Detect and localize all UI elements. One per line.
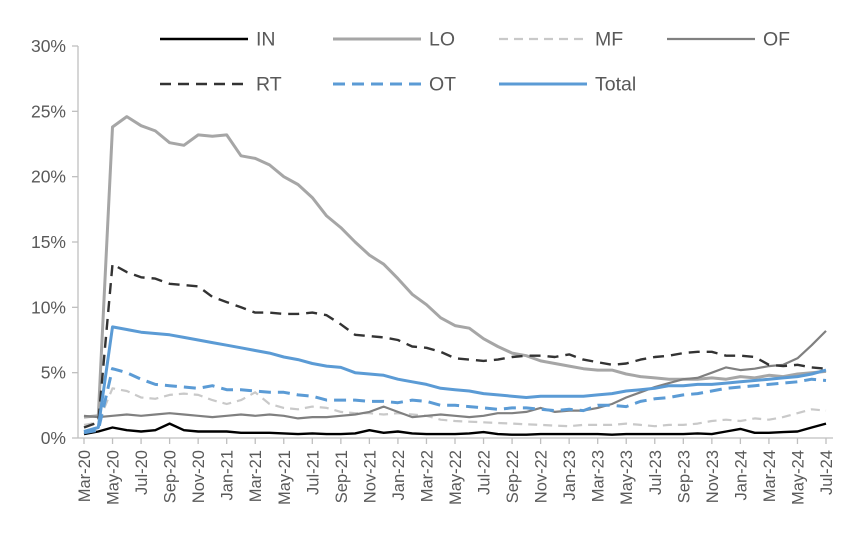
legend-label-RT: RT — [256, 74, 282, 96]
legend-label-Total: Total — [595, 74, 636, 96]
series-line-IN — [83, 422, 827, 436]
x-tick-label: Jan-22 — [390, 450, 408, 500]
x-tick-label: Mar-20 — [76, 450, 94, 502]
y-tick-label: 10% — [31, 297, 66, 317]
x-tick-label: Jan-24 — [732, 450, 750, 500]
x-tick-label: Jan-21 — [219, 450, 237, 500]
x-tick-label: Mar-24 — [761, 450, 779, 502]
legend-item-MF: MF — [499, 29, 623, 51]
y-tick-label: 15% — [31, 232, 66, 252]
x-tick-label: May-24 — [789, 450, 807, 505]
y-tick-label: 25% — [31, 101, 66, 121]
series-line-LO — [83, 115, 827, 419]
x-tick-label: Nov-23 — [704, 450, 722, 503]
x-tick-label: Jul-24 — [818, 450, 836, 495]
legend-label-IN: IN — [256, 29, 276, 51]
x-tick-label: Sep-21 — [333, 450, 351, 503]
legend-label-MF: MF — [595, 29, 623, 51]
x-tick-label: Nov-22 — [533, 450, 551, 503]
series-line-OT — [83, 367, 827, 435]
series-line-MF — [83, 387, 827, 428]
legend-item-RT: RT — [160, 74, 282, 96]
x-tick-label: May-22 — [447, 450, 465, 505]
legend-label-OF: OF — [763, 29, 790, 51]
x-tick-label: Jan-23 — [561, 450, 579, 500]
series-line-OF — [83, 330, 827, 420]
x-tick-label: Jul-21 — [304, 450, 322, 495]
x-tick-label: Jul-22 — [476, 450, 494, 495]
legend-item-Total: Total — [499, 74, 636, 96]
y-tick-label: 5% — [41, 363, 66, 383]
x-tick-label: Sep-23 — [675, 450, 693, 503]
series-line-Total — [83, 325, 827, 433]
legend-item-IN: IN — [160, 29, 276, 51]
x-tick-label: Nov-21 — [361, 450, 379, 503]
x-tick-label: May-20 — [105, 450, 123, 505]
x-tick-label: Jul-23 — [647, 450, 665, 495]
y-tick-label: 0% — [41, 428, 66, 448]
x-tick-label: Mar-22 — [418, 450, 436, 502]
legend-item-OT: OT — [333, 74, 456, 96]
legend-item-OF: OF — [667, 29, 790, 51]
legend-label-LO: LO — [429, 29, 455, 51]
x-tick-label: Jul-20 — [133, 450, 151, 495]
legend: IN LO MF OF RT OT Total — [160, 29, 790, 96]
legend-label-OT: OT — [429, 74, 456, 96]
y-tick-label: 20% — [31, 167, 66, 187]
series-line-RT — [83, 263, 827, 429]
x-tick-label: Mar-21 — [247, 450, 265, 502]
x-tick-label: Sep-22 — [504, 450, 522, 503]
legend-item-LO: LO — [333, 29, 455, 51]
y-tick-label: 30% — [31, 36, 66, 56]
x-tick-label: Mar-23 — [590, 450, 608, 502]
x-tick-label: May-21 — [276, 450, 294, 505]
x-tick-label: Nov-20 — [190, 450, 208, 503]
x-tick-label: May-23 — [618, 450, 636, 505]
x-tick-label: Sep-20 — [162, 450, 180, 503]
